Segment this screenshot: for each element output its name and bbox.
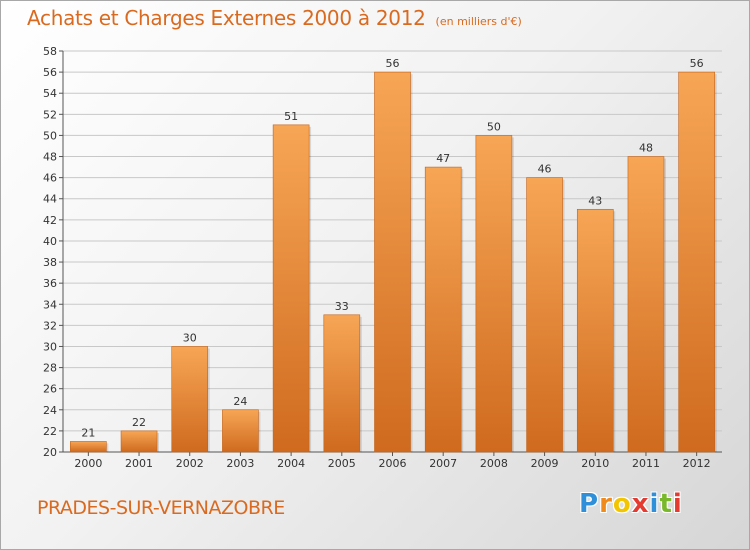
x-tick-label: 2007 — [429, 457, 457, 470]
x-tick-label: 2004 — [277, 457, 305, 470]
x-tick-label: 2010 — [581, 457, 609, 470]
labels: 20 22 24 26 28 30 32 34 36 38 40 42 44 46 48 50 52 54 56 58… — [43, 45, 711, 470]
y-tick-label: 40 — [43, 235, 57, 248]
logo-letter: i — [649, 489, 660, 519]
y-tick-label: 54 — [43, 87, 57, 100]
y-tick-label: 28 — [43, 362, 57, 375]
bar-value-label: 51 — [284, 110, 298, 123]
logo-letter: o — [612, 489, 632, 519]
x-tick-label: 2012 — [683, 457, 711, 470]
chart-title-block: Achats et Charges Externes 2000 à 2012 (e… — [27, 6, 522, 30]
bar-2005 — [323, 314, 361, 453]
y-tick-label: 20 — [43, 446, 57, 459]
bar-2001 — [120, 430, 158, 453]
bar-value-label: 47 — [436, 152, 450, 165]
y-tick-label: 48 — [43, 151, 57, 164]
bar-value-label: 46 — [538, 163, 552, 176]
bar-value-label: 50 — [487, 120, 501, 133]
logo-letter: r — [599, 489, 613, 519]
x-tick-label: 2001 — [125, 457, 153, 470]
y-tick-label: 38 — [43, 256, 57, 269]
bar-2012 — [678, 71, 715, 453]
x-tick-label: 2006 — [379, 457, 407, 470]
y-tick-label: 52 — [43, 108, 57, 121]
y-tick-label: 58 — [43, 45, 57, 58]
x-tick-label: 2000 — [74, 457, 102, 470]
bar-2009 — [526, 177, 563, 453]
logo-letter: i — [672, 489, 683, 519]
chart-title: Achats et Charges Externes 2000 à 2012 — [27, 6, 426, 30]
bar-value-label: 43 — [588, 194, 602, 207]
logo-letter: x — [631, 489, 650, 519]
bar-2010 — [576, 208, 614, 453]
x-tick-label: 2011 — [632, 457, 660, 470]
x-tick-label: 2003 — [226, 457, 254, 470]
y-tick-label: 34 — [43, 298, 57, 311]
logo-letter: t — [659, 489, 673, 519]
y-tick-label: 46 — [43, 172, 57, 185]
bar-value-label: 30 — [183, 331, 197, 344]
y-tick-label: 26 — [43, 383, 57, 396]
bar-2000 — [70, 441, 107, 453]
y-tick-label: 22 — [43, 425, 57, 438]
y-tick-label: 30 — [43, 340, 57, 353]
x-tick-label: 2009 — [531, 457, 559, 470]
bar-2004 — [272, 124, 310, 453]
bar-2002 — [171, 346, 209, 453]
y-tick-label: 42 — [43, 214, 57, 227]
bar-2006 — [374, 71, 411, 453]
x-tick-label: 2002 — [176, 457, 204, 470]
bar-2003 — [222, 409, 259, 453]
chart-unit-label: (en milliers d'€) — [435, 15, 522, 28]
x-tick-label: 2008 — [480, 457, 508, 470]
bars — [70, 71, 717, 453]
bar-2007 — [424, 166, 462, 453]
bar-value-label: 48 — [639, 142, 653, 155]
y-tick-label: 32 — [43, 319, 57, 332]
bar-value-label: 56 — [690, 57, 704, 70]
bar-value-label: 33 — [335, 300, 349, 313]
bar-value-label: 21 — [81, 426, 95, 439]
x-tick-label: 2005 — [328, 457, 356, 470]
y-tick-label: 50 — [43, 129, 57, 142]
y-tick-label: 44 — [43, 193, 57, 206]
bar-value-label: 24 — [233, 395, 247, 408]
y-tick-label: 24 — [43, 404, 57, 417]
bar-value-label: 22 — [132, 416, 146, 429]
logo-letter: P — [579, 489, 600, 519]
bar-value-label: 56 — [386, 57, 400, 70]
bar-2011 — [627, 156, 665, 453]
proxiti-logo[interactable]: Proxiti — [579, 489, 683, 519]
bar-2008 — [475, 135, 513, 453]
y-tick-label: 56 — [43, 66, 57, 79]
commune-name: PRADES-SUR-VERNAZOBRE — [37, 497, 285, 519]
y-tick-label: 36 — [43, 277, 57, 290]
